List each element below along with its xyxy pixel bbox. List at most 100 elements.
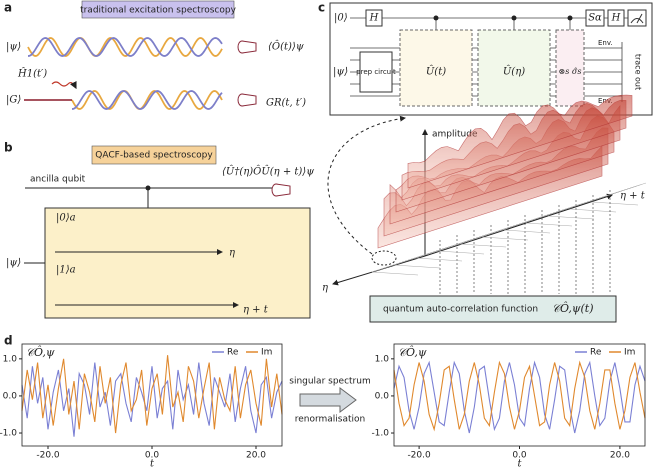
- plane-line: [437, 250, 485, 255]
- highlight: [371, 250, 397, 266]
- x-tick-label: 0.0: [512, 451, 527, 461]
- legend-label: Re: [227, 348, 239, 358]
- panel-title: traditional excitation spectroscopy: [80, 6, 236, 16]
- gate: [399, 29, 473, 107]
- panel-label: a: [4, 1, 12, 15]
- gate: [555, 29, 585, 107]
- dashed-link: [327, 115, 406, 255]
- gate-label: Sα: [588, 13, 602, 24]
- control-dot: [511, 15, 517, 21]
- y-tick-label: 1.0: [375, 354, 390, 364]
- series-line: [393, 360, 646, 432]
- eta-t-axis: [424, 193, 613, 257]
- gate-label: prep circuit: [356, 68, 396, 76]
- plane-line: [503, 229, 551, 234]
- gate-label: Û(t): [426, 66, 446, 78]
- chart-title: 𝒞Ô,ψ: [398, 345, 427, 359]
- panel-title: QACF-based spectroscopy: [95, 151, 213, 161]
- legend-label: Im: [624, 348, 635, 358]
- legend-label: Re: [590, 348, 602, 358]
- detector: [275, 183, 291, 197]
- plane-line: [569, 208, 617, 213]
- qacf-label: quantum auto-correlation function: [383, 305, 538, 315]
- gate: [477, 29, 551, 107]
- title-box: [81, 0, 235, 19]
- x-tick-label: 20.0: [246, 451, 266, 461]
- plane-line: [459, 243, 507, 248]
- branch-label: |0⟩a: [56, 213, 76, 224]
- wave: [27, 37, 223, 57]
- surface-sheet: [407, 94, 633, 189]
- branch-label: |1⟩a: [56, 265, 76, 276]
- panel-label: c: [318, 1, 325, 15]
- title-box: [91, 145, 217, 165]
- formula: ⟨Û†(η)ÔÛ(η + t)⟩ψ: [222, 166, 314, 178]
- chart-title: 𝒞Ô,ψ: [26, 345, 55, 359]
- x-tick-label: -20.0: [407, 451, 431, 461]
- detector: [241, 93, 257, 107]
- transform-arrow: [299, 387, 357, 413]
- time-label: η: [229, 248, 235, 259]
- plane-line: [415, 257, 463, 262]
- qubit-label: |0⟩: [334, 13, 348, 24]
- plane-line: [525, 222, 573, 227]
- gate: [585, 9, 605, 27]
- plane-line: [481, 236, 529, 241]
- panel-label: d: [4, 334, 13, 348]
- y-tick-label: 1.0: [3, 354, 18, 364]
- wave: [71, 90, 223, 110]
- gate-label: Û(η): [503, 66, 525, 78]
- control-dot: [567, 15, 573, 21]
- qubit-label: |ψ⟩: [333, 67, 348, 78]
- y-tick-label: 0.0: [3, 391, 18, 401]
- plot-frame: [21, 343, 283, 447]
- legend-label: Im: [261, 348, 272, 358]
- ancilla-label: ancilla qubit: [30, 175, 86, 185]
- plane-line: [547, 215, 595, 220]
- series-line: [393, 360, 646, 434]
- control-dot: [433, 15, 439, 21]
- surface: [371, 94, 647, 294]
- plane-line: [591, 201, 639, 206]
- meter-icon: [630, 13, 644, 24]
- gate-label: H: [369, 13, 379, 24]
- gate: [607, 9, 625, 27]
- y-tick-label: 0.0: [375, 391, 390, 401]
- gate-label: H: [611, 13, 621, 24]
- qacf-symbol: 𝒞Ô,ψ(t): [552, 301, 594, 315]
- axis-label: η: [322, 283, 328, 294]
- hamiltonian-label: Ĥ1(t′): [17, 68, 47, 80]
- axis-label: amplitude: [432, 130, 478, 140]
- plane-line: [371, 271, 419, 276]
- state-label: |ψ⟩: [6, 258, 21, 269]
- perturbation-arrow: [51, 81, 77, 90]
- arrow-label: singular spectrum: [289, 377, 370, 387]
- time-label: η + t: [243, 305, 269, 316]
- y-tick-label: -1.0: [0, 429, 17, 439]
- gate-label: ⊗s σ̂s: [559, 67, 582, 76]
- x-axis-label: t: [150, 459, 155, 468]
- gate: [365, 9, 383, 27]
- plane-line: [393, 264, 441, 269]
- arrow-label: renormalisation: [295, 415, 366, 425]
- axis-label: η + t: [620, 191, 646, 202]
- wave: [27, 37, 223, 57]
- chart: 1.0 0.0 -1.0 -20.0 0.0 20.0 𝒞Ô,ψ t Re Im: [0, 343, 283, 468]
- ground-label: |G⟩: [6, 95, 21, 106]
- trace-label: trace out: [634, 54, 643, 90]
- env-label: Env.: [598, 39, 613, 47]
- plane-line: [417, 182, 647, 258]
- detector: [241, 40, 257, 54]
- x-tick-label: 0.0: [145, 451, 160, 461]
- x-tick-label: 20.0: [610, 451, 630, 461]
- x-axis-label: t: [517, 459, 522, 468]
- wave: [71, 90, 223, 110]
- x-tick-label: -20.0: [36, 451, 60, 461]
- controlled-box: [44, 207, 311, 319]
- panel-label: b: [4, 141, 13, 155]
- y-tick-label: -1.0: [371, 429, 389, 439]
- series-line: [21, 355, 283, 434]
- observable-label: ⟨Ô(t)⟩ψ: [268, 41, 304, 53]
- state-label: |ψ⟩: [6, 42, 21, 53]
